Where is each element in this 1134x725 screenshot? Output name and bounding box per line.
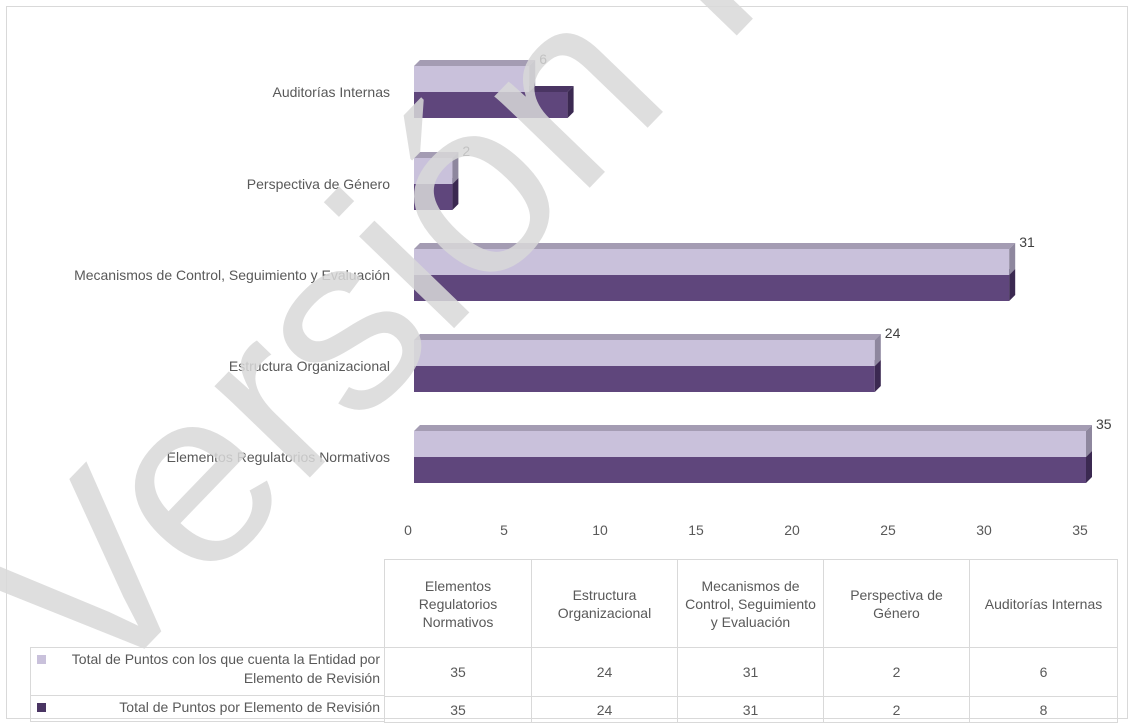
category-label: Estructura Organizacional — [229, 358, 390, 374]
table-header: Mecanismos de Control, Seguimiento y Eva… — [677, 559, 824, 648]
x-tick-label: 0 — [404, 522, 412, 538]
bar-entidad-1-side — [874, 334, 881, 366]
x-tick-label: 30 — [976, 522, 992, 538]
table-cell: 6 — [969, 647, 1118, 697]
series-swatch-total — [37, 703, 46, 712]
bar-entidad-2 — [414, 249, 1010, 275]
bar-entidad-1-top — [414, 334, 881, 340]
table-header: Auditorías Internas — [969, 559, 1118, 648]
x-tick-label: 15 — [688, 522, 704, 538]
bar-entidad-3-side — [452, 152, 459, 184]
bar-entidad-3-top — [414, 152, 459, 158]
category-label: Perspectiva de Género — [247, 176, 390, 192]
bar-total-4-side — [567, 86, 574, 118]
bar-entidad-2-side — [1009, 243, 1016, 275]
x-tick-label: 20 — [784, 522, 800, 538]
table-cell: 24 — [531, 647, 678, 697]
table-cell: 24 — [531, 696, 678, 723]
table-header: Perspectiva de Género — [823, 559, 970, 648]
series-name-total: Total de Puntos por Elemento de Revisión — [119, 699, 380, 715]
table-cell: 35 — [384, 696, 532, 723]
category-label: Mecanismos de Control, Seguimiento y Eva… — [74, 267, 390, 283]
bar-total-4 — [414, 92, 568, 118]
x-tick-label: 5 — [500, 522, 508, 538]
data-table: Elementos Regulatorios Normativos Estruc… — [384, 559, 1118, 723]
data-label: 2 — [462, 143, 470, 159]
bar-entidad-2-top — [414, 243, 1016, 249]
series-name-entidad: Total de Puntos con los que cuenta la En… — [71, 651, 380, 686]
bar-entidad-4 — [414, 66, 530, 92]
bar-total-0 — [414, 457, 1086, 483]
data-label: 35 — [1096, 416, 1112, 432]
bar-total-3 — [414, 184, 453, 210]
series-legend: Total de Puntos con los que cuenta la En… — [30, 647, 384, 722]
bar-entidad-4-side — [529, 60, 536, 92]
bar-entidad-1 — [414, 340, 875, 366]
bar-total-1-side — [874, 360, 881, 392]
table-cell: 2 — [823, 696, 970, 723]
data-label: 31 — [1019, 234, 1035, 250]
bar-total-3-side — [452, 178, 459, 210]
table-cell: 31 — [677, 647, 824, 697]
table-header-row: Elementos Regulatorios Normativos Estruc… — [384, 559, 1118, 648]
x-tick-label: 10 — [592, 522, 608, 538]
bar-total-0-side — [1086, 451, 1092, 483]
table-cell: 31 — [677, 696, 824, 723]
data-label: 6 — [539, 51, 547, 67]
table-row: 35 24 31 2 8 — [384, 696, 1118, 723]
table-row: 35 24 31 2 6 — [384, 647, 1118, 697]
bar-total-1 — [414, 366, 875, 392]
x-tick-label: 35 — [1072, 522, 1088, 538]
table-cell: 8 — [969, 696, 1118, 723]
bar-entidad-0-side — [1086, 425, 1092, 457]
series-row-total: Total de Puntos por Elemento de Revisión — [30, 696, 384, 722]
series-row-entidad: Total de Puntos con los que cuenta la En… — [30, 647, 384, 696]
table-header: Elementos Regulatorios Normativos — [384, 559, 532, 648]
table-cell: 2 — [823, 647, 970, 697]
bar-entidad-4-top — [414, 60, 536, 66]
table-cell: 35 — [384, 647, 532, 697]
series-swatch-entidad — [37, 655, 46, 664]
data-label: 24 — [885, 325, 901, 341]
category-label: Elementos Regulatorios Normativos — [167, 449, 390, 465]
category-label: Auditorías Internas — [272, 84, 390, 100]
table-header: Estructura Organizacional — [531, 559, 678, 648]
x-tick-label: 25 — [880, 522, 896, 538]
bar-total-2-side — [1009, 269, 1016, 301]
bar-entidad-0 — [414, 431, 1086, 457]
bar-entidad-3 — [414, 158, 453, 184]
bar-total-2 — [414, 275, 1010, 301]
bar-entidad-0-top — [414, 425, 1092, 431]
